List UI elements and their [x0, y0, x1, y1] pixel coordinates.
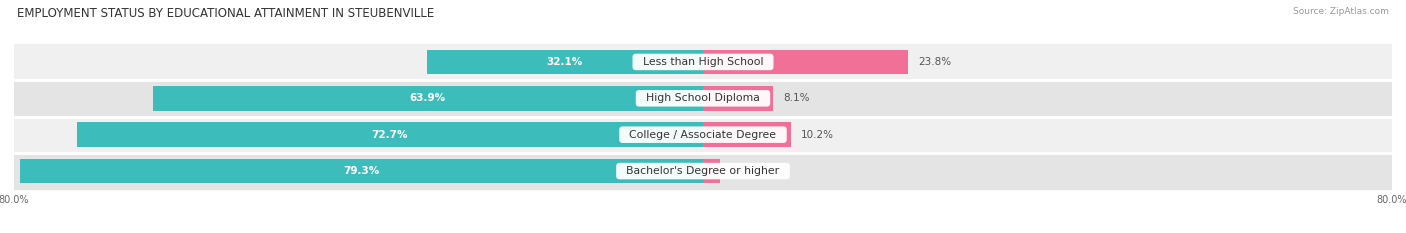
Text: EMPLOYMENT STATUS BY EDUCATIONAL ATTAINMENT IN STEUBENVILLE: EMPLOYMENT STATUS BY EDUCATIONAL ATTAINM…	[17, 7, 434, 20]
Text: Bachelor's Degree or higher: Bachelor's Degree or higher	[620, 166, 786, 176]
Text: 79.3%: 79.3%	[343, 166, 380, 176]
Bar	[153, 86, 703, 111]
Bar	[77, 122, 703, 147]
Bar	[703, 159, 720, 183]
Bar	[703, 86, 773, 111]
Bar	[14, 44, 1392, 80]
Text: 63.9%: 63.9%	[409, 93, 446, 103]
Bar	[703, 122, 790, 147]
Text: 8.1%: 8.1%	[783, 93, 810, 103]
Text: 72.7%: 72.7%	[371, 130, 408, 140]
Bar	[20, 159, 703, 183]
Text: 32.1%: 32.1%	[547, 57, 583, 67]
Bar	[703, 50, 908, 74]
Text: 23.8%: 23.8%	[918, 57, 952, 67]
Bar	[14, 80, 1392, 116]
Text: 2.0%: 2.0%	[731, 166, 756, 176]
Bar	[14, 116, 1392, 153]
Text: College / Associate Degree: College / Associate Degree	[623, 130, 783, 140]
Text: High School Diploma: High School Diploma	[640, 93, 766, 103]
Bar	[426, 50, 703, 74]
Text: Source: ZipAtlas.com: Source: ZipAtlas.com	[1294, 7, 1389, 16]
Text: Less than High School: Less than High School	[636, 57, 770, 67]
Text: 10.2%: 10.2%	[801, 130, 834, 140]
Bar	[14, 153, 1392, 189]
